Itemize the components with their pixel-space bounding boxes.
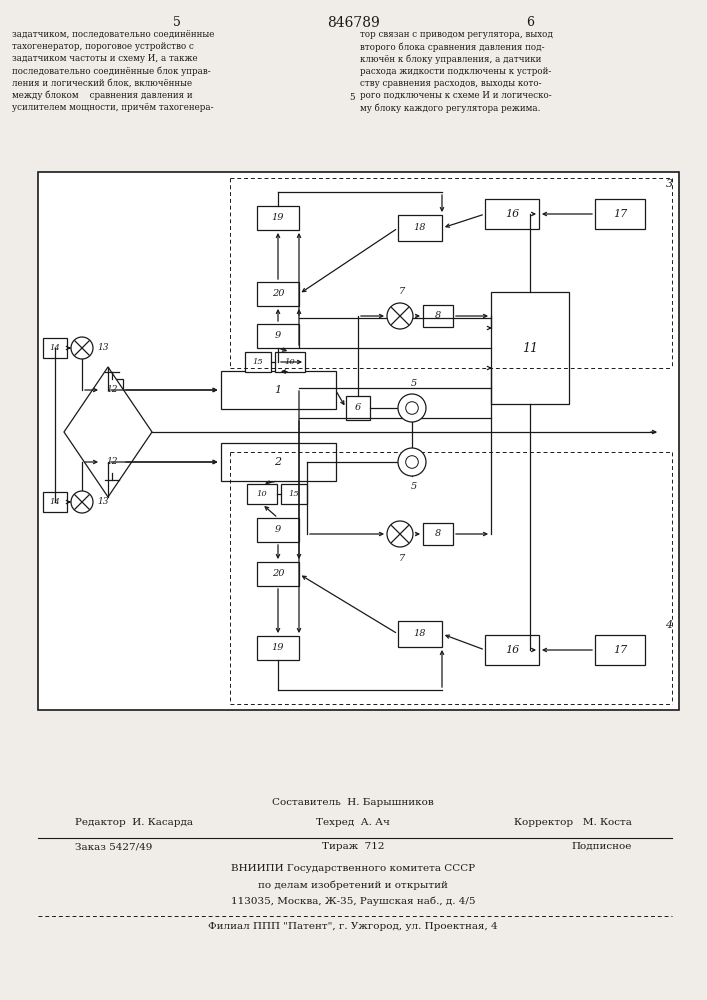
Bar [38,172,679,710]
Text: 17: 17 [613,645,627,655]
Text: 3: 3 [665,179,672,189]
Bar [423,305,453,327]
Bar [221,371,336,409]
Bar [281,484,307,504]
Text: 20: 20 [271,290,284,298]
Circle shape [398,394,426,422]
Text: 19: 19 [271,644,284,652]
Text: по делам изобретений и открытий: по делам изобретений и открытий [258,880,448,890]
Circle shape [398,448,426,476]
Text: Подписное: Подписное [572,842,632,851]
Text: 5: 5 [173,16,181,29]
Bar [257,518,299,542]
Text: 7: 7 [399,554,405,563]
Bar [423,523,453,545]
Text: 6: 6 [355,403,361,412]
Circle shape [406,402,419,414]
Text: 5: 5 [411,379,417,388]
Text: 6: 6 [526,16,534,29]
Text: 2: 2 [274,457,281,467]
Bar [398,621,442,647]
Bar [346,396,370,420]
Text: 8: 8 [435,312,441,320]
Text: 11: 11 [522,342,538,355]
Text: 18: 18 [414,224,426,232]
Text: 7: 7 [399,287,405,296]
Bar [245,352,271,372]
Text: 13: 13 [97,497,108,506]
Circle shape [387,303,413,329]
Text: 12: 12 [106,458,118,466]
Bar [595,635,645,665]
Text: Техред  А. Ач: Техред А. Ач [316,818,390,827]
Bar [491,292,569,404]
Bar [257,324,299,348]
Text: 14: 14 [49,344,60,352]
Text: 14: 14 [49,498,60,506]
Bar [485,199,539,229]
Text: 16: 16 [505,645,519,655]
Text: задатчиком, последовательно соединённые
тахогенератор, пороговое устройство с
за: задатчиком, последовательно соединённые … [12,30,214,112]
Text: Тираж  712: Тираж 712 [322,842,384,851]
Text: Заказ 5427/49: Заказ 5427/49 [75,842,153,851]
Text: Филиал ППП "Патент", г. Ужгород, ул. Проектная, 4: Филиал ППП "Патент", г. Ужгород, ул. Про… [208,922,498,931]
Text: ВНИИПИ Государственного комитета СССР: ВНИИПИ Государственного комитета СССР [231,864,475,873]
Text: 5: 5 [349,94,355,103]
Bar [101,379,123,401]
Text: 15: 15 [288,490,299,498]
Text: тор связан с приводом регулятора, выход
второго блока сравнения давления под-
кл: тор связан с приводом регулятора, выход … [360,30,553,113]
Bar [595,199,645,229]
Circle shape [71,337,93,359]
Text: 4: 4 [665,620,672,630]
Text: Редактор  И. Касарда: Редактор И. Касарда [75,818,193,827]
Text: 12: 12 [106,385,118,394]
Bar [221,443,336,481]
Text: 8: 8 [435,530,441,538]
Text: 5: 5 [411,482,417,491]
Bar [43,338,67,358]
Bar [247,484,277,504]
Bar [275,352,305,372]
Bar [398,215,442,241]
Bar [257,206,299,230]
Text: 9: 9 [275,526,281,534]
Text: 113035, Москва, Ж-35, Раушская наб., д. 4/5: 113035, Москва, Ж-35, Раушская наб., д. … [230,896,475,906]
Text: 1: 1 [274,385,281,395]
Text: 20: 20 [271,570,284,578]
Text: 13: 13 [97,344,108,353]
Bar [485,635,539,665]
Text: Составитель  Н. Барышников: Составитель Н. Барышников [272,798,434,807]
Bar [257,636,299,660]
Text: 10: 10 [285,358,296,366]
Polygon shape [64,367,152,497]
Text: 18: 18 [414,630,426,639]
Bar [43,492,67,512]
Text: 17: 17 [613,209,627,219]
Text: 9: 9 [275,332,281,340]
Text: 10: 10 [257,490,267,498]
Text: 15: 15 [252,358,264,366]
Bar [101,451,123,473]
Text: 19: 19 [271,214,284,223]
Circle shape [387,521,413,547]
Text: Корректор   М. Коста: Корректор М. Коста [514,818,632,827]
Bar [257,562,299,586]
Bar [257,282,299,306]
Text: 846789: 846789 [327,16,380,30]
Circle shape [406,456,419,468]
Circle shape [71,491,93,513]
Text: 16: 16 [505,209,519,219]
